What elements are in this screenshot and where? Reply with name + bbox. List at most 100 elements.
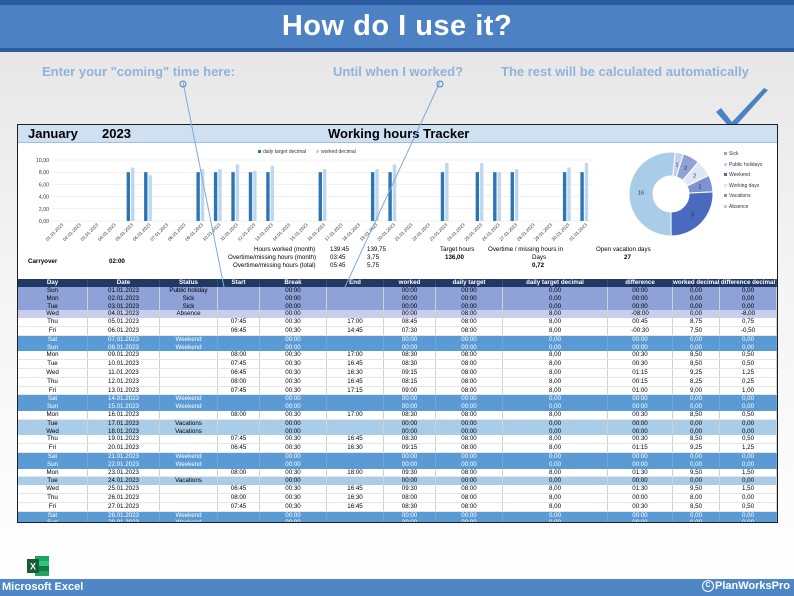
cell-end[interactable]: 18:00 (327, 468, 384, 477)
cell-status[interactable] (160, 360, 218, 368)
cell-end[interactable]: 16:45 (327, 435, 384, 444)
cell-end[interactable] (327, 403, 384, 411)
cell-break[interactable]: 00:00 (260, 460, 327, 469)
cell-start[interactable] (218, 511, 260, 520)
cell-status[interactable]: Weekend (160, 511, 218, 520)
cell-end[interactable]: 17:00 (327, 351, 384, 360)
cell-break[interactable]: 00:30 (260, 368, 327, 377)
cell-start[interactable] (218, 287, 260, 295)
cell-start[interactable] (218, 310, 260, 319)
cell-status[interactable] (160, 444, 218, 452)
cell-start[interactable]: 07:45 (218, 502, 260, 511)
cell-start[interactable] (218, 519, 260, 522)
cell-status[interactable]: Sick (160, 294, 218, 303)
cell-break[interactable]: 00:00 (260, 452, 327, 461)
cell-end[interactable] (327, 302, 384, 311)
cell-end[interactable]: 16:30 (327, 444, 384, 452)
cell-break[interactable]: 00:30 (260, 444, 327, 452)
cell-end[interactable] (327, 294, 384, 303)
cell-start[interactable]: 07:45 (218, 435, 260, 444)
cell-status[interactable]: Weekend (160, 395, 218, 404)
month-label[interactable]: January (28, 126, 78, 141)
cell-break[interactable]: 00:30 (260, 468, 327, 477)
cell-end[interactable] (327, 460, 384, 469)
cell-end[interactable] (327, 310, 384, 319)
cell-status[interactable] (160, 318, 218, 326)
cell-end[interactable]: 16:45 (327, 360, 384, 368)
cell-break[interactable]: 00:30 (260, 386, 327, 395)
cell-start[interactable] (218, 427, 260, 436)
cell-start[interactable]: 06:45 (218, 326, 260, 335)
cell-status[interactable] (160, 485, 218, 493)
cell-end[interactable] (327, 477, 384, 486)
cell-status[interactable]: Sick (160, 302, 218, 311)
cell-break[interactable]: 00:00 (260, 302, 327, 311)
cell-start[interactable]: 07:45 (218, 318, 260, 326)
cell-status[interactable] (160, 351, 218, 360)
cell-end[interactable] (327, 335, 384, 344)
cell-end[interactable]: 16:45 (327, 377, 384, 386)
cell-break[interactable]: 00:30 (260, 435, 327, 444)
cell-start[interactable]: 06:45 (218, 368, 260, 377)
cell-end[interactable]: 16:30 (327, 493, 384, 502)
cell-break[interactable]: 00:30 (260, 318, 327, 326)
cell-status[interactable] (160, 410, 218, 419)
cell-break[interactable]: 00:00 (260, 419, 327, 428)
cell-break[interactable]: 00:00 (260, 519, 327, 522)
cell-break[interactable]: 00:00 (260, 511, 327, 520)
cell-break[interactable]: 00:00 (260, 343, 327, 352)
cell-end[interactable] (327, 395, 384, 404)
cell-end[interactable]: 17:00 (327, 318, 384, 326)
cell-status[interactable]: Weekend (160, 519, 218, 522)
cell-end[interactable]: 17:00 (327, 410, 384, 419)
cell-break[interactable]: 00:00 (260, 294, 327, 303)
cell-end[interactable] (327, 519, 384, 522)
cell-status[interactable] (160, 435, 218, 444)
cell-break[interactable]: 00:00 (260, 287, 327, 295)
cell-start[interactable] (218, 477, 260, 486)
cell-break[interactable]: 00:00 (260, 310, 327, 319)
cell-break[interactable]: 00:30 (260, 326, 327, 335)
cell-status[interactable]: Vacations (160, 477, 218, 486)
cell-start[interactable]: 06:45 (218, 485, 260, 493)
cell-start[interactable]: 08:00 (218, 410, 260, 419)
cell-start[interactable]: 08:00 (218, 377, 260, 386)
cell-status[interactable] (160, 377, 218, 386)
cell-end[interactable] (327, 427, 384, 436)
cell-break[interactable]: 00:30 (260, 377, 327, 386)
cell-status[interactable]: Weekend (160, 460, 218, 469)
cell-end[interactable]: 16:45 (327, 502, 384, 511)
cell-status[interactable]: Vacations (160, 427, 218, 436)
cell-break[interactable]: 00:00 (260, 427, 327, 436)
cell-status[interactable]: Weekend (160, 343, 218, 352)
cell-status[interactable]: Weekend (160, 335, 218, 344)
cell-break[interactable]: 00:00 (260, 335, 327, 344)
cell-status[interactable]: Weekend (160, 452, 218, 461)
cell-status[interactable]: Public holiday (160, 287, 218, 295)
cell-break[interactable]: 00:30 (260, 360, 327, 368)
cell-end[interactable] (327, 511, 384, 520)
cell-status[interactable] (160, 386, 218, 395)
cell-end[interactable]: 14:45 (327, 326, 384, 335)
cell-end[interactable] (327, 343, 384, 352)
cell-start[interactable] (218, 343, 260, 352)
cell-start[interactable]: 08:00 (218, 351, 260, 360)
cell-status[interactable]: Absence (160, 310, 218, 319)
cell-end[interactable] (327, 419, 384, 428)
cell-status[interactable]: Weekend (160, 403, 218, 411)
cell-start[interactable] (218, 302, 260, 311)
cell-status[interactable] (160, 502, 218, 511)
cell-start[interactable] (218, 460, 260, 469)
cell-start[interactable]: 08:00 (218, 493, 260, 502)
cell-start[interactable]: 08:00 (218, 468, 260, 477)
cell-status[interactable]: Vacations (160, 419, 218, 428)
cell-end[interactable] (327, 287, 384, 295)
cell-end[interactable]: 16:30 (327, 368, 384, 377)
cell-start[interactable] (218, 452, 260, 461)
cell-start[interactable]: 07:45 (218, 386, 260, 395)
cell-end[interactable]: 16:45 (327, 485, 384, 493)
carryover-value[interactable]: 02:00 (109, 258, 125, 265)
cell-start[interactable]: 07:45 (218, 360, 260, 368)
cell-break[interactable]: 00:00 (260, 403, 327, 411)
cell-start[interactable] (218, 335, 260, 344)
